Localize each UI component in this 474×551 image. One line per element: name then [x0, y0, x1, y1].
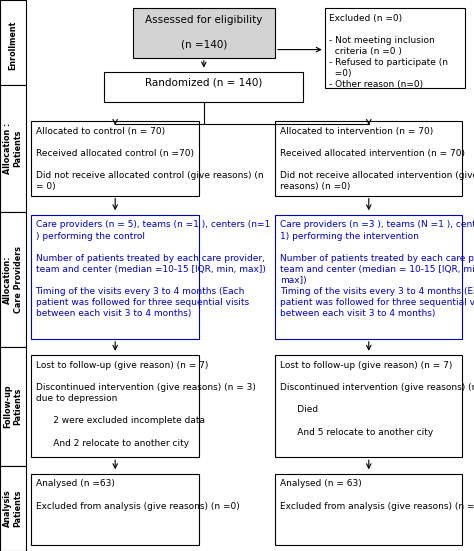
- Bar: [0, 466, 26, 551]
- FancyBboxPatch shape: [275, 355, 462, 457]
- Text: Lost to follow-up (give reason) (n = 7)

Discontinued intervention (give reasons: Lost to follow-up (give reason) (n = 7) …: [280, 361, 474, 436]
- Text: Follow-up
Patients: Follow-up Patients: [3, 384, 23, 428]
- FancyBboxPatch shape: [275, 215, 462, 339]
- Text: Excluded (n =0)

- Not meeting inclusion
  criteria (n =0 )
- Refused to partici: Excluded (n =0) - Not meeting inclusion …: [329, 14, 448, 89]
- Text: Allocated to control (n = 70)

Received allocated control (n =70)

Did not recei: Allocated to control (n = 70) Received a…: [36, 127, 263, 191]
- FancyBboxPatch shape: [275, 474, 462, 545]
- Text: Analysis
Patients: Analysis Patients: [3, 490, 23, 527]
- Text: Analysed (n = 63)

Excluded from analysis (give reasons) (n = 0): Analysed (n = 63) Excluded from analysis…: [280, 479, 474, 511]
- Text: Lost to follow-up (give reason) (n = 7)

Discontinued intervention (give reasons: Lost to follow-up (give reason) (n = 7) …: [36, 361, 255, 447]
- Text: Allocation:
Care Providers: Allocation: Care Providers: [3, 246, 23, 313]
- Bar: [0, 85, 26, 212]
- Bar: [0, 212, 26, 347]
- Text: Allocated to intervention (n = 70)

Received allocated intervention (n = 70)

Di: Allocated to intervention (n = 70) Recei…: [280, 127, 474, 191]
- Text: Care providers (n = 5), teams (n =1 ), centers (n=1
) performing the control

Nu: Care providers (n = 5), teams (n =1 ), c…: [36, 220, 270, 318]
- FancyBboxPatch shape: [31, 215, 199, 339]
- FancyBboxPatch shape: [104, 72, 303, 102]
- Text: Allocation :
Patients: Allocation : Patients: [3, 123, 23, 175]
- Bar: [0, 0, 26, 85]
- FancyBboxPatch shape: [31, 355, 199, 457]
- FancyBboxPatch shape: [31, 474, 199, 545]
- FancyBboxPatch shape: [31, 121, 199, 196]
- FancyBboxPatch shape: [275, 121, 462, 196]
- Text: Assessed for eligibility

(n =140): Assessed for eligibility (n =140): [145, 15, 263, 50]
- Text: Randomized (n = 140): Randomized (n = 140): [145, 77, 263, 87]
- FancyBboxPatch shape: [133, 8, 275, 58]
- FancyBboxPatch shape: [325, 8, 465, 88]
- Text: Care providers (n =3 ), teams (N =1 ), centers (n=
1) performing the interventio: Care providers (n =3 ), teams (N =1 ), c…: [280, 220, 474, 318]
- Text: Enrollment: Enrollment: [9, 20, 18, 70]
- Text: Analysed (n =63)

Excluded from analysis (give reasons) (n =0): Analysed (n =63) Excluded from analysis …: [36, 479, 239, 511]
- Bar: [0, 347, 26, 466]
